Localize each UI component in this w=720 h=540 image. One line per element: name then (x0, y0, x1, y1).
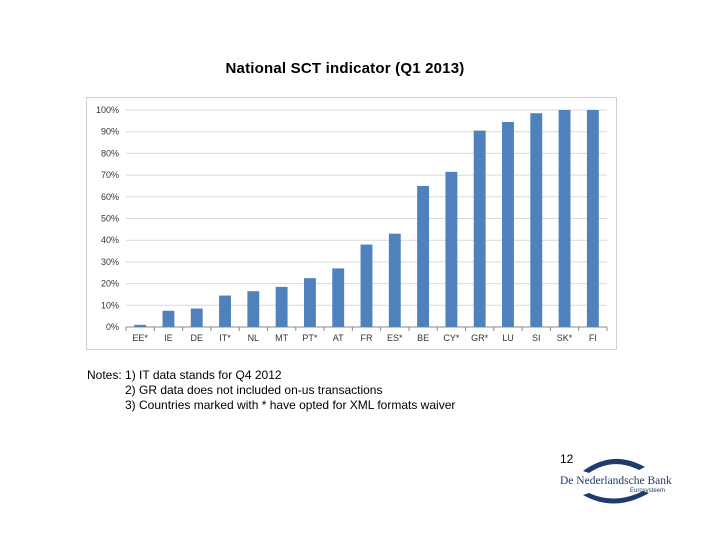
y-tick-label: 30% (101, 257, 119, 267)
x-tick-label: AT (333, 333, 344, 343)
x-tick-label: SI (532, 333, 541, 343)
x-tick-label: IT* (219, 333, 231, 343)
dnb-logo: De Nederlandsche Bank Eurosysteem (553, 453, 688, 513)
y-tick-label: 10% (101, 300, 119, 310)
bar-es-star (388, 233, 401, 327)
bar-gr-star (473, 130, 486, 327)
bar-cy-star (445, 171, 458, 327)
bar-mt (275, 286, 288, 327)
x-tick-label: GR* (471, 333, 489, 343)
bar-lu (502, 121, 514, 327)
x-tick-label: SK* (557, 333, 573, 343)
x-tick-label: EE* (132, 333, 148, 343)
x-tick-label: ES* (387, 333, 403, 343)
x-tick-label: DE (190, 333, 203, 343)
dnb-logo-icon (583, 458, 649, 504)
x-tick-label: PT* (302, 333, 318, 343)
y-tick-label: 80% (101, 148, 119, 158)
x-tick-label: MT (275, 333, 288, 343)
page-number: 12 (560, 452, 574, 466)
bar-fr (360, 244, 373, 327)
chart-frame (86, 97, 617, 350)
x-tick-label: CY* (443, 333, 460, 343)
y-tick-label: 70% (101, 170, 119, 180)
bar-chart: 0% 10% 20% 30% 40% 50% 60% 70% 80% 90% 100% EE* IE DE… (86, 97, 617, 350)
x-tick-label: LU (502, 333, 514, 343)
bar-fi (586, 110, 599, 327)
notes-prefix: Notes: (87, 368, 122, 382)
y-tick-label: 0% (106, 322, 119, 332)
bar-ee-star (134, 324, 147, 327)
logo-name: De Nederlandsche Bank (560, 475, 672, 487)
bar-it-star (219, 295, 231, 327)
y-tick-label: 90% (101, 127, 119, 137)
chart-notes: Notes: 1) IT data stands for Q4 2012 2) … (87, 368, 455, 413)
note-item: 2) GR data does not included on-us trans… (125, 383, 383, 397)
x-tick-label: FR (361, 333, 373, 343)
logo-subtitle: Eurosysteem (630, 488, 666, 494)
y-tick-label: 50% (101, 214, 119, 224)
bar-sk-star (558, 110, 571, 327)
y-tick-label: 40% (101, 235, 119, 245)
chart-title: National SCT indicator (Q1 2013) (225, 60, 465, 77)
bar-be (417, 185, 430, 327)
y-tick-label: 20% (101, 279, 119, 289)
x-tick-label: NL (248, 333, 260, 343)
note-item: 3) Countries marked with * have opted fo… (125, 398, 456, 412)
bar-de (190, 308, 203, 327)
note-item: 1) IT data stands for Q4 2012 (125, 368, 282, 382)
y-tick-label: 100% (96, 105, 119, 115)
x-tick-label: IE (164, 333, 173, 343)
y-tick-label: 60% (101, 192, 119, 202)
x-tick-label: BE (417, 333, 429, 343)
bar-pt-star (303, 278, 316, 327)
bar-si (530, 113, 543, 327)
bar-chart-svg: 0% 10% 20% 30% 40% 50% 60% 70% 80% 90% 100% EE* IE DE… (86, 97, 617, 350)
bar-ie (162, 310, 175, 327)
x-tick-label: FI (589, 333, 597, 343)
bar-at (332, 268, 345, 327)
bar-nl (247, 291, 260, 327)
